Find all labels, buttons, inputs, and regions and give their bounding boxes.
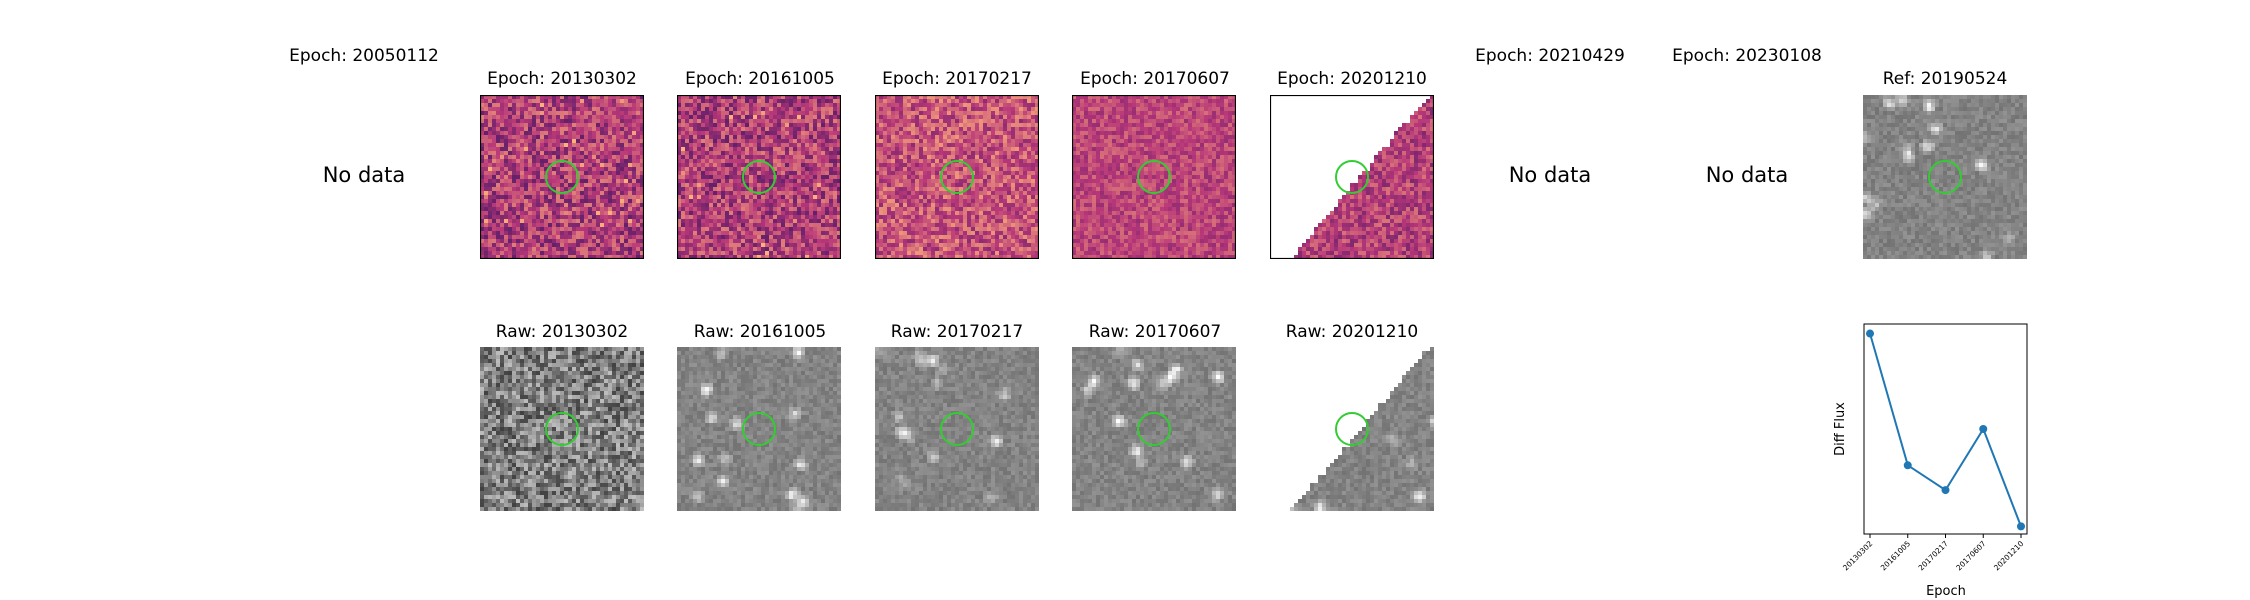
chart-x-axis-label: Epoch [1926, 584, 1966, 599]
chart-points [1866, 329, 2025, 531]
raw-image-20161005-canvas [677, 347, 841, 511]
raw-image-20170217-canvas [875, 347, 1039, 511]
raw-image-20170607-canvas [1072, 347, 1236, 511]
target-circle [742, 412, 776, 446]
epoch-title-20161005: Epoch: 20161005 [685, 69, 835, 89]
target-circle [940, 160, 974, 194]
target-circle [545, 160, 579, 194]
epoch-title-20230108: Epoch: 20230108 [1672, 46, 1822, 66]
no-data-label-20230108: No data [1705, 163, 1789, 187]
chart-plot-frame [1863, 323, 2028, 535]
data-point-20130302 [1866, 329, 1874, 338]
no-data-label-20050112: No data [322, 163, 406, 187]
diff-image-20201210-canvas [1270, 95, 1434, 259]
target-circle [1928, 160, 1962, 194]
raw-title-20170607: Raw: 20170607 [1088, 322, 1222, 342]
epoch-title-20170607: Epoch: 20170607 [1080, 69, 1230, 89]
raw-image-20170607 [1072, 347, 1236, 511]
diff-flux-series-line [1869, 333, 2022, 527]
raw-image-20170217 [875, 347, 1039, 511]
raw-image-20130302 [480, 347, 644, 511]
target-circle [545, 412, 579, 446]
epoch-title-20210429: Epoch: 20210429 [1475, 46, 1625, 66]
epoch-title-20201210: Epoch: 20201210 [1277, 69, 1427, 89]
raw-title-20170217: Raw: 20170217 [890, 322, 1024, 342]
data-point-20170217 [1941, 486, 1950, 495]
diff-image-20130302-canvas [480, 95, 644, 259]
target-circle [940, 412, 974, 446]
target-circle [1137, 160, 1171, 194]
data-point-20170607 [1979, 425, 1988, 433]
raw-image-20161005 [677, 347, 841, 511]
epoch-title-20050112: Epoch: 20050112 [289, 46, 439, 66]
target-circle [1137, 412, 1171, 446]
raw-image-20130302-canvas [480, 347, 644, 511]
reference-image-canvas [1863, 95, 2027, 259]
diff-image-20170217-canvas [875, 95, 1039, 259]
diff-image-20170607 [1072, 95, 1236, 259]
target-circle [1335, 412, 1369, 446]
no-data-label-20210429: No data [1508, 163, 1592, 187]
data-point-20161005 [1903, 461, 1912, 470]
target-circle [1335, 160, 1369, 194]
diff-flux-chart: 20130302 20161005 20170217 20170607 20201210… [1833, 323, 2028, 599]
epoch-title-20170217: Epoch: 20170217 [882, 69, 1032, 89]
raw-title-20130302: Raw: 20130302 [495, 322, 629, 342]
raw-image-20201210 [1270, 347, 1434, 511]
x-tick-label-20201210: 20201210 [1992, 539, 2026, 573]
raw-image-20201210-canvas [1270, 347, 1434, 511]
chart-y-axis-label: Diff Flux [1833, 402, 1848, 456]
reference-image [1863, 95, 2027, 259]
data-point-20201210 [2017, 522, 2025, 531]
diff-image-20130302 [480, 95, 644, 259]
diff-image-20161005 [677, 95, 841, 259]
chart-x-ticks: 20130302 20161005 20170217 20170607 20201210 [1841, 534, 2026, 572]
raw-title-20201210: Raw: 20201210 [1285, 322, 1419, 342]
x-tick-label-20170217: 20170217 [1917, 539, 1951, 573]
x-tick-label-20161005: 20161005 [1879, 539, 1913, 573]
epoch-title-20130302: Epoch: 20130302 [487, 69, 637, 89]
diff-image-20170217 [875, 95, 1039, 259]
target-circle [742, 160, 776, 194]
x-tick-label-20130302: 20130302 [1841, 539, 1875, 573]
diff-image-20201210 [1270, 95, 1434, 259]
raw-title-20161005: Raw: 20161005 [693, 322, 827, 342]
x-tick-label-20170607: 20170607 [1954, 539, 1988, 573]
ref-title: Ref: 20190524 [1882, 69, 2008, 89]
diff-image-20161005-canvas [677, 95, 841, 259]
diff-image-20170607-canvas [1072, 95, 1236, 259]
